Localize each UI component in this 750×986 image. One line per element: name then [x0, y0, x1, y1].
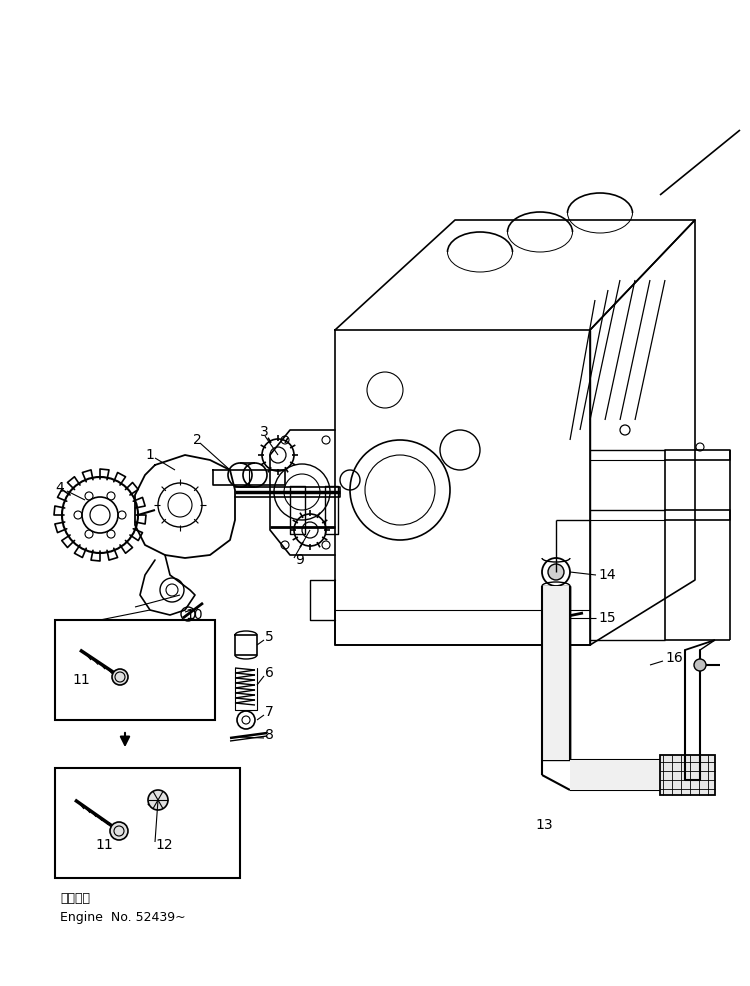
Text: 15: 15	[598, 611, 616, 625]
Text: 16: 16	[665, 651, 682, 665]
Text: 5: 5	[265, 630, 274, 644]
Text: 6: 6	[265, 666, 274, 680]
Circle shape	[620, 425, 630, 435]
Text: 8: 8	[265, 728, 274, 742]
Text: 3: 3	[260, 425, 268, 439]
Circle shape	[557, 612, 569, 624]
Text: 11: 11	[95, 838, 112, 852]
Text: 9: 9	[295, 553, 304, 567]
Circle shape	[148, 790, 168, 810]
Circle shape	[694, 659, 706, 671]
Text: 14: 14	[598, 568, 616, 582]
Text: 12: 12	[155, 838, 172, 852]
Text: 適用号機: 適用号機	[60, 891, 90, 904]
Text: 1: 1	[145, 448, 154, 462]
Text: 2: 2	[193, 433, 202, 447]
Text: 4: 4	[55, 481, 64, 495]
Circle shape	[548, 564, 564, 580]
Bar	[570, 760, 690, 790]
Text: 7: 7	[265, 705, 274, 719]
Text: 13: 13	[535, 818, 553, 832]
Circle shape	[112, 669, 128, 685]
Bar	[55, 620, 215, 720]
Circle shape	[110, 822, 128, 840]
Text: Engine  No. 52439~: Engine No. 52439~	[60, 910, 186, 924]
Text: 11: 11	[72, 673, 90, 687]
Bar	[55, 768, 240, 878]
Bar	[660, 755, 715, 795]
Text: 10: 10	[185, 608, 202, 622]
Bar	[542, 586, 570, 760]
